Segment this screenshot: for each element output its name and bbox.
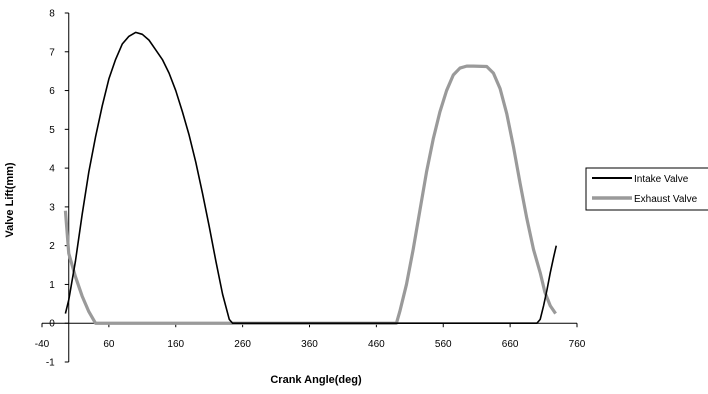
x-tick-label: 760 — [569, 339, 586, 350]
y-tick-label: 2 — [49, 241, 55, 252]
y-tick-label: 8 — [49, 9, 55, 20]
y-axis-title: Valve Lift(mm) — [4, 162, 16, 238]
y-tick-label: 5 — [49, 125, 55, 136]
x-tick-label: 660 — [502, 339, 519, 350]
intake-valve-line — [64, 31, 558, 325]
y-ticks: -1 0 1 2 3 4 5 6 7 8 — [46, 9, 69, 369]
legend: Intake Valve Exhaust Valve — [585, 167, 708, 211]
x-tick-label: 60 — [103, 339, 115, 350]
x-ticks: -40 60 160 260 360 460 560 660 760 — [35, 323, 586, 350]
y-tick-label: 1 — [49, 280, 55, 291]
y-tick-label: 6 — [49, 86, 55, 97]
y-tick-label: 0 — [49, 319, 55, 330]
y-tick-label: 4 — [49, 164, 55, 175]
legend-box — [585, 167, 708, 211]
y-tick-label: 7 — [49, 47, 55, 58]
y-tick-label: 3 — [49, 202, 55, 213]
x-tick-label: 360 — [301, 339, 318, 350]
axes — [42, 13, 577, 362]
x-tick-label: 260 — [234, 339, 251, 350]
exhaust-valve-line — [63, 64, 557, 325]
x-tick-label: 560 — [435, 339, 452, 350]
x-tick-label: 160 — [167, 339, 184, 350]
x-tick-label: 460 — [368, 339, 385, 350]
legend-label-exhaust: Exhaust Valve — [634, 194, 698, 205]
series-group — [63, 31, 558, 325]
x-axis-title: Crank Angle(deg) — [270, 374, 362, 386]
legend-label-intake: Intake Valve — [634, 174, 689, 185]
x-tick-label: -40 — [35, 339, 50, 350]
y-tick-label: -1 — [46, 358, 55, 369]
